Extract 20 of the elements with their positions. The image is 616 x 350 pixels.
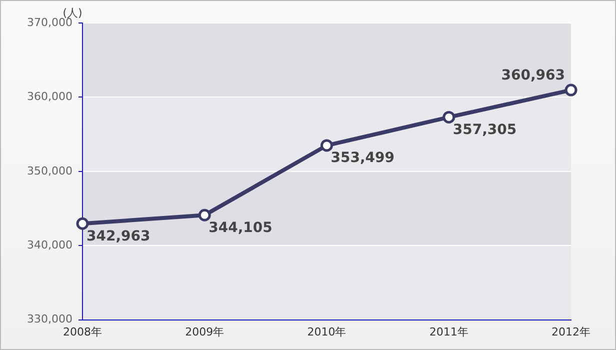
point (442, 110, 456, 124)
point (76, 217, 89, 230)
x-tick-label: 2012年 (552, 325, 590, 338)
x-tick-label: 2010年 (307, 325, 346, 338)
point (564, 84, 578, 96)
data-label: 342,963 (86, 228, 150, 244)
y-tick-label: 350,000 (26, 164, 72, 178)
x-tick-label: 2009年 (185, 325, 224, 338)
data-label: 353,499 (330, 150, 395, 166)
y-tick-label: 340,000 (26, 238, 72, 252)
point (320, 139, 333, 152)
x-tick-label: 2011年 (429, 325, 468, 338)
data-label: 360,963 (501, 68, 565, 84)
data-label: 344,105 (208, 220, 272, 236)
y-tick-label: 360,000 (26, 90, 72, 104)
x-tick-label: 2008年 (62, 325, 102, 338)
y-axis-title: (人) (62, 6, 82, 20)
point (198, 208, 211, 222)
y-tick-label: 330,000 (26, 312, 72, 326)
data-label: 357,305 (452, 122, 517, 138)
